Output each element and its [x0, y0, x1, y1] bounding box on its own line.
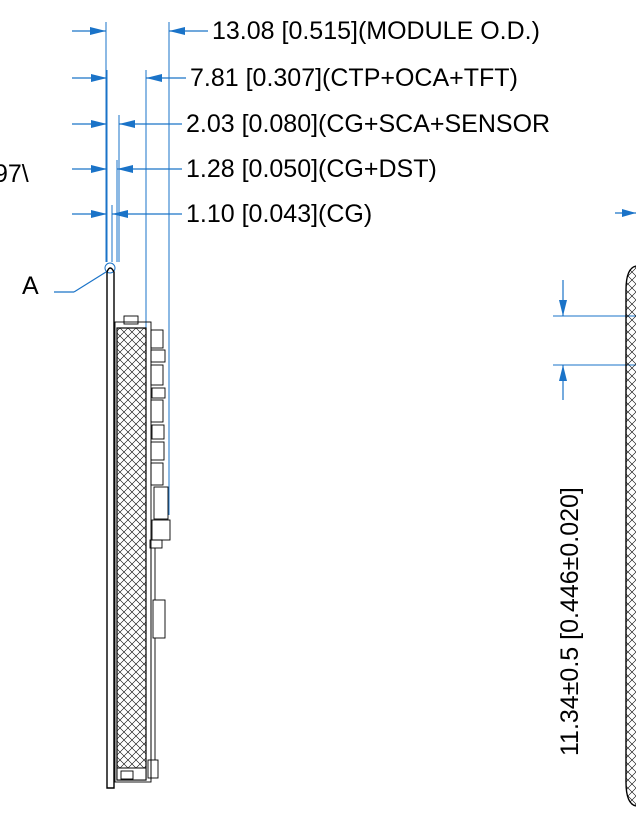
dimension-module-od: 13.08 [0.515](MODULE O.D.) — [72, 17, 540, 45]
cut-off-label: 97\ — [0, 160, 29, 188]
right-view-module — [615, 209, 636, 807]
dimension-cg-sca-sensor: 2.03 [0.080](CG+SCA+SENSOR — [72, 110, 550, 138]
dimension-cg: 1.10 [0.043](CG) — [72, 200, 372, 228]
right-view-dimension: 11.34±0.5 [0.446±0.020] — [553, 280, 636, 756]
component-stack — [147, 329, 171, 780]
module-side-view — [106, 267, 171, 789]
dimension-label-cg-sca-sensor: 2.03 [0.080](CG+SCA+SENSOR — [186, 110, 550, 138]
display-body — [116, 327, 147, 781]
detail-label: A — [22, 272, 39, 300]
detail-callout-a: A — [22, 262, 116, 300]
dimension-ctp-oca-tft: 7.81 [0.307](CTP+OCA+TFT) — [72, 64, 518, 92]
module-edge — [625, 265, 636, 807]
dimension-label-ctp-oca-tft: 7.81 [0.307](CTP+OCA+TFT) — [190, 64, 518, 92]
dimension-label-cg: 1.10 [0.043](CG) — [186, 200, 372, 228]
cover-glass — [106, 267, 115, 789]
dimension-label-cg-dst: 1.28 [0.050](CG+DST) — [186, 155, 437, 183]
dimension-cg-dst: 1.28 [0.050](CG+DST) — [72, 155, 437, 183]
dimension-label-module-od: 13.08 [0.515](MODULE O.D.) — [212, 17, 540, 45]
vertical-dimension-label: 11.34±0.5 [0.446±0.020] — [556, 487, 584, 756]
